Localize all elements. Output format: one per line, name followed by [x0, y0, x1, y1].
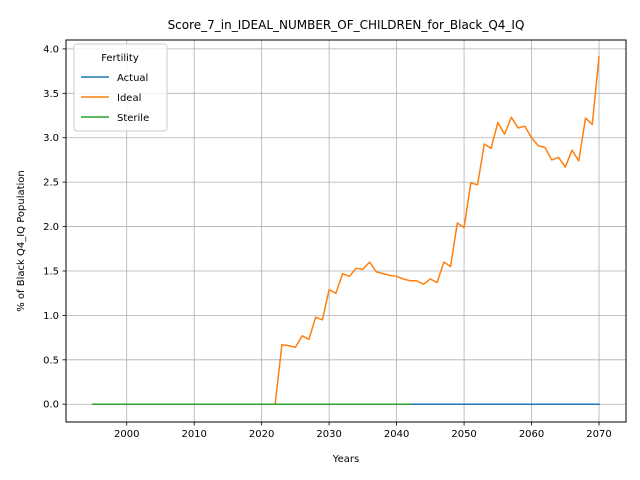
x-tick-label: 2030: [316, 429, 341, 440]
x-axis-ticks: 2000 2010 2020 2030 2040 2050 2060 2070: [114, 422, 612, 440]
y-tick-label: 4.0: [43, 44, 59, 55]
x-tick-label: 2040: [384, 429, 409, 440]
legend: Fertility Actual Ideal Sterile: [73, 43, 168, 132]
series-line-ideal: [92, 56, 600, 405]
x-tick-label: 2070: [586, 429, 611, 440]
legend-label-sterile: Sterile: [117, 113, 149, 124]
y-tick-label: 3.5: [43, 89, 59, 100]
legend-entries: Actual Ideal Sterile: [81, 73, 149, 124]
plot-frame: [65, 39, 627, 423]
series-layer: [92, 56, 600, 405]
x-tick-label: 2060: [519, 429, 544, 440]
legend-label-actual: Actual: [117, 73, 148, 84]
x-tick-label: 2020: [249, 429, 274, 440]
y-tick-label: 1.5: [43, 266, 59, 277]
grid-lines: [66, 40, 626, 422]
x-axis-label: Years: [332, 454, 359, 465]
y-tick-label: 1.0: [43, 311, 59, 322]
y-tick-label: 0.0: [43, 400, 59, 411]
y-axis-ticks: 0.0 0.5 1.0 1.5 2.0 2.5 3.0 3.5 4.0: [43, 44, 66, 411]
x-tick-label: 2010: [181, 429, 206, 440]
y-tick-label: 2.0: [43, 222, 59, 233]
y-axis-label: % of Black Q4_IQ Population: [16, 170, 27, 312]
y-tick-label: 3.0: [43, 133, 59, 144]
chart-title: Score_7_in_IDEAL_NUMBER_OF_CHILDREN_for_…: [168, 18, 525, 32]
x-tick-label: 2000: [114, 429, 139, 440]
x-tick-label: 2050: [451, 429, 476, 440]
y-tick-label: 2.5: [43, 178, 59, 189]
legend-box: [73, 43, 168, 132]
y-tick-label: 0.5: [43, 355, 59, 366]
legend-label-ideal: Ideal: [117, 93, 141, 104]
legend-title: Fertility: [101, 53, 139, 64]
